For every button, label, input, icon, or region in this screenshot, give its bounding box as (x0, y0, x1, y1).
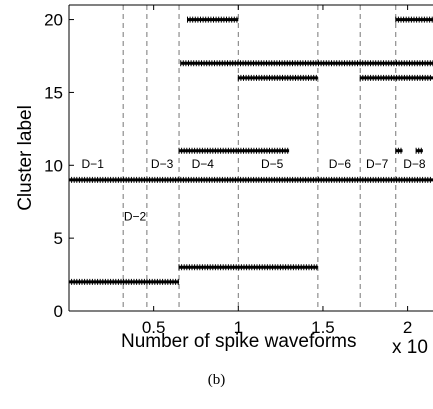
axes (68, 4, 433, 312)
data-run (178, 147, 239, 154)
y-tick-label: 10 (44, 156, 63, 175)
segment-label-5: D−5 (261, 157, 284, 171)
x-tick-label: 1.5 (311, 318, 335, 337)
segment-label-7: D−7 (366, 157, 389, 171)
y-tick-label: 15 (44, 83, 63, 102)
series-7 (187, 16, 433, 23)
series-4 (178, 147, 423, 154)
data-run (237, 147, 290, 154)
figure-caption: (b) (207, 372, 226, 388)
x-axis-multiplier: x 10 (392, 337, 428, 358)
data-series (68, 16, 433, 285)
series-5 (237, 74, 433, 81)
data-run (68, 176, 433, 183)
x-tick-label: 1 (234, 318, 243, 337)
series-6 (180, 60, 433, 67)
data-run (395, 16, 433, 23)
data-run (178, 264, 318, 271)
segment-label-6: D−6 (329, 157, 352, 171)
segment-label-8: D−8 (403, 157, 426, 171)
series-1 (68, 176, 433, 183)
y-tick-label: 5 (54, 229, 63, 248)
data-run (237, 74, 318, 81)
segment-label-1: D−1 (82, 157, 105, 171)
segment-boundaries (122, 5, 397, 311)
data-run (395, 147, 403, 154)
x-axis-title: Number of spike waveforms (121, 331, 356, 352)
x-tick-label: 0.5 (142, 318, 166, 337)
y-tick-label: 0 (54, 302, 63, 321)
y-axis-title: Cluster label (15, 105, 36, 211)
x-tick-label: 2 (403, 318, 412, 337)
segment-label-4: D−4 (192, 157, 215, 171)
segment-label-2: D−2 (124, 210, 147, 224)
series-3 (178, 264, 318, 271)
segment-labels: D−1 D−2 D−3 D−4 D−5 D−6 D−7 D−8 (82, 157, 426, 223)
segment-label-3: D−3 (151, 157, 174, 171)
plot-area (69, 5, 433, 311)
data-run (180, 60, 433, 67)
y-tick-label: 20 (44, 11, 63, 30)
data-run (415, 147, 423, 154)
data-run (187, 16, 239, 23)
data-run (359, 74, 433, 81)
